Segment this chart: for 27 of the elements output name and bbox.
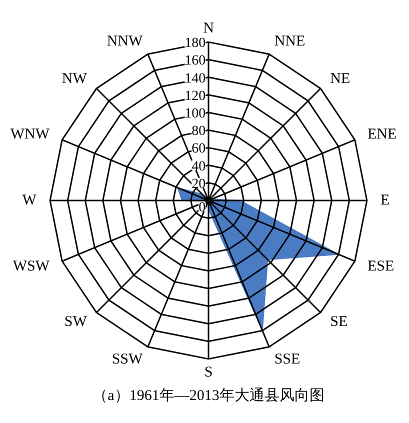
y-tick-label: 20 xyxy=(192,176,206,192)
y-tick-label: 80 xyxy=(192,124,206,140)
spoke-label: S xyxy=(204,364,213,381)
y-tick-label: 60 xyxy=(192,142,206,157)
spoke-label: W xyxy=(22,192,38,208)
text: （a）1961年—2013年大通县风向图 xyxy=(92,386,324,404)
y-tick-label: 160 xyxy=(184,54,206,69)
spoke-label: SSE xyxy=(274,351,300,368)
spoke-label: NE xyxy=(330,70,350,87)
y-tick-label: 120 xyxy=(184,88,206,104)
spoke-label: ESE xyxy=(367,258,394,274)
spoke-label: ENE xyxy=(367,126,397,143)
spoke-label: WSW xyxy=(12,258,50,274)
spoke-label: SE xyxy=(330,314,348,330)
spoke-label: NNE xyxy=(274,34,306,50)
spoke-label: NNW xyxy=(106,34,144,50)
y-tick-label: 0 xyxy=(198,200,206,216)
y-tick-label: 140 xyxy=(184,71,206,86)
spoke-label: SW xyxy=(64,314,88,330)
y-tick-label: 40 xyxy=(192,159,206,174)
spoke-label: SSW xyxy=(112,351,144,368)
spoke-label: WNW xyxy=(10,126,50,143)
spoke-label: N xyxy=(203,20,214,36)
y-tick-label: 180 xyxy=(184,36,206,52)
y-tick-label: 100 xyxy=(184,106,206,122)
spoke-label: E xyxy=(380,192,390,208)
spoke-label: NW xyxy=(62,70,88,87)
